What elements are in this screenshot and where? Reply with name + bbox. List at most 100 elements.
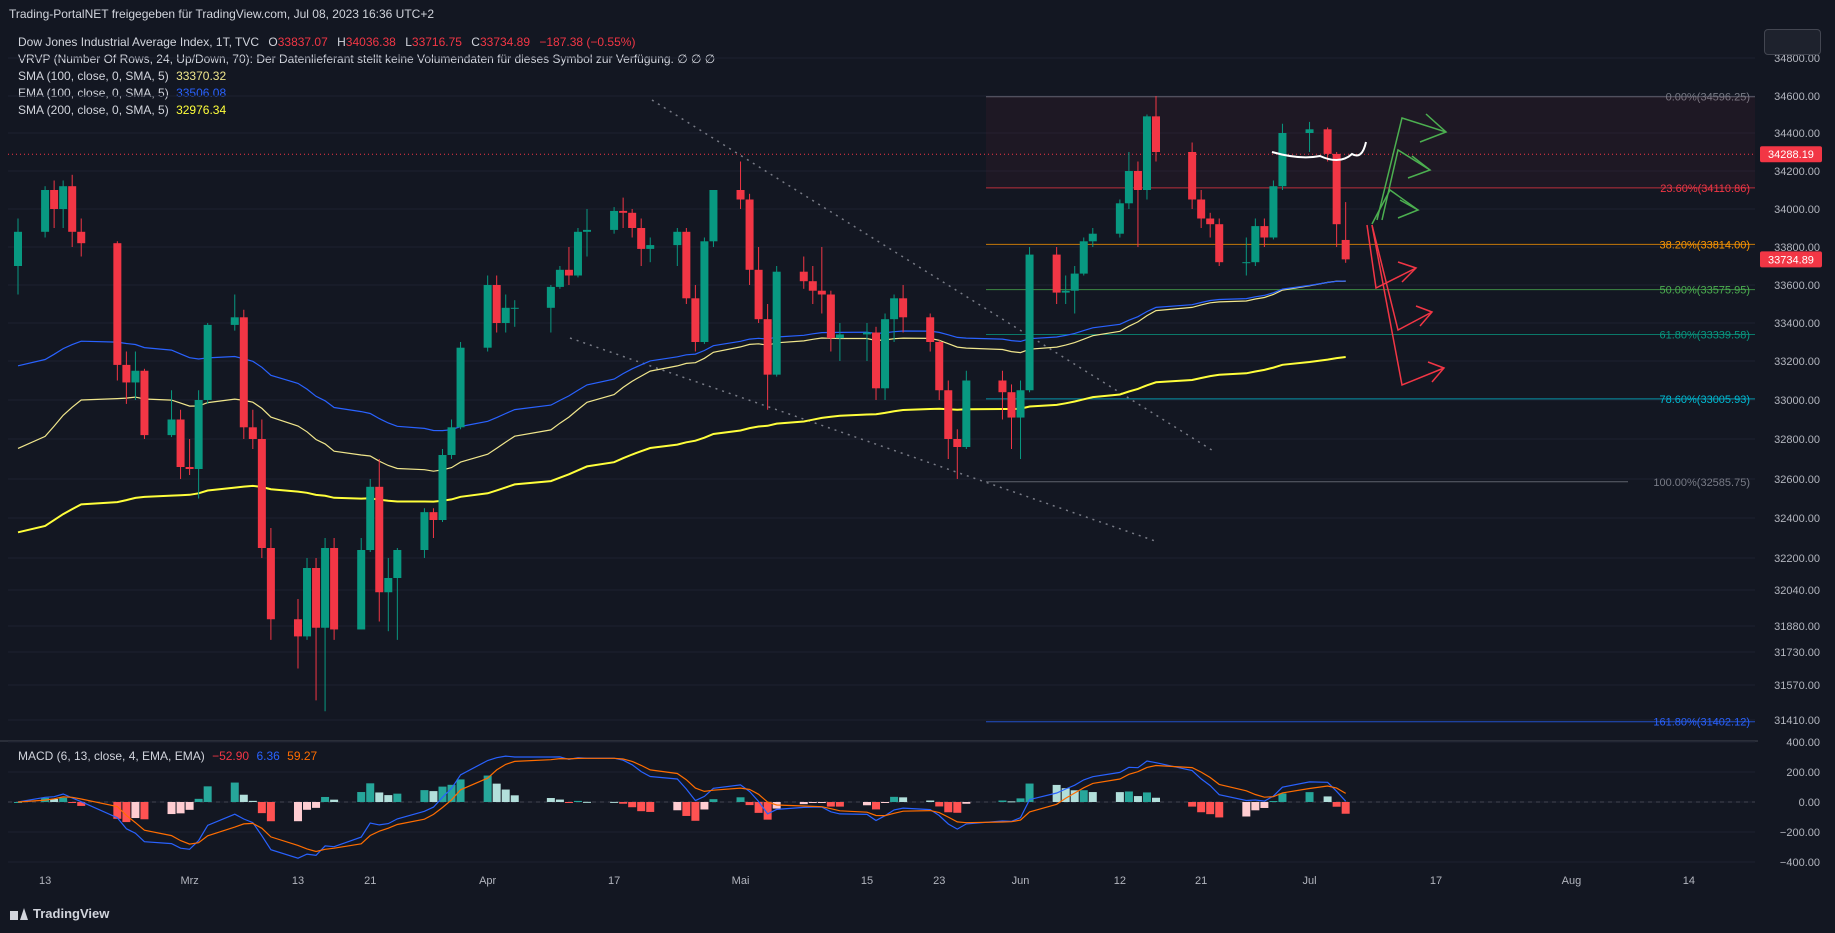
macd-legend[interactable]: MACD (6, 13, close, 4, EMA, EMA) −52.90 … (18, 749, 318, 763)
indicator-row-sma100[interactable]: SMA (100, close, 0, SMA, 5) 33370.32 (18, 69, 227, 83)
macd-value-2: 6.36 (256, 749, 280, 763)
candle (266, 528, 275, 640)
candle (808, 266, 817, 304)
candle-body (185, 467, 194, 469)
candle-body (266, 548, 275, 620)
candle-body (510, 307, 519, 309)
vrvp-legend-row[interactable]: VRVP (Number Of Rows, 24, Up/Down, 70): … (18, 52, 716, 66)
macd-histogram-bar (637, 802, 646, 812)
macd-histogram-bar (293, 802, 302, 822)
macd-value-3: 59.27 (287, 749, 318, 763)
price-tick-label: 32800.00 (1774, 434, 1820, 446)
time-tick-label: 13 (39, 875, 51, 887)
candle (1133, 161, 1142, 247)
macd-histogram-bar (899, 797, 908, 802)
candle-body (50, 190, 59, 209)
candle (176, 409, 185, 479)
candle (899, 285, 908, 333)
macd-histogram-bar (1341, 802, 1350, 814)
time-tick-label: 17 (608, 875, 620, 887)
candle (1025, 247, 1034, 393)
macd-histogram-bar (1242, 802, 1251, 817)
macd-histogram-bar (50, 798, 59, 802)
candle-body (1251, 226, 1260, 263)
macd-histogram-bar (194, 798, 203, 802)
arrow-annotations (1271, 113, 1448, 387)
macd-histogram-bar (826, 802, 835, 807)
candle-body (555, 269, 564, 287)
candle (799, 256, 808, 289)
candle (375, 459, 384, 622)
candle (1061, 275, 1070, 304)
close-value: 33734.89 (479, 35, 531, 49)
fibonacci-retracement: 0.00%(34596.25) 23.60%(34110.86) 38.20%(33… (8, 92, 1755, 729)
candle-body (763, 319, 772, 375)
candle (1070, 266, 1079, 314)
candle-body (122, 364, 131, 383)
candle (483, 275, 492, 352)
candle (573, 228, 582, 278)
bullish-arrow (1381, 148, 1431, 221)
chart-settings-button[interactable] (1764, 29, 1821, 55)
price-axis-bg (1758, 28, 1835, 884)
candle-body (239, 317, 248, 428)
macd-histogram-bar (312, 802, 321, 808)
macd-tick-label: 200.00 (1786, 767, 1820, 779)
indicator-row-sma200[interactable]: SMA (200, close, 0, SMA, 5) 32976.34 (18, 103, 227, 117)
macd-histogram-bar (167, 802, 176, 815)
bearish-arrowhead (1427, 361, 1446, 383)
candle (492, 275, 501, 333)
symbol-legend-row[interactable]: Dow Jones Industrial Average Index, 1T, … (18, 35, 636, 49)
candle-body (456, 347, 465, 428)
candle-body (583, 229, 591, 232)
price-tick-label: 32040.00 (1774, 585, 1820, 597)
time-tick-label: 14 (1683, 875, 1695, 887)
macd-histogram-bar (835, 802, 844, 807)
candle (230, 294, 239, 331)
candle-body (447, 427, 456, 455)
candle (41, 186, 50, 238)
candle-body (1341, 239, 1350, 260)
macd-histogram-bar (808, 802, 817, 803)
time-axis: 13 Mrz 13 21 Apr 17 Mai 15 23 Jun 12 21 Jul 17 Aug 14 (39, 875, 1695, 887)
fib-level-label: 100.00%(32585.75) (1653, 477, 1750, 489)
candle (456, 342, 465, 430)
candle (429, 508, 438, 538)
candle (77, 218, 86, 257)
candle-body (754, 269, 763, 320)
bullish-arrowhead (1419, 113, 1448, 143)
macd-histogram-bar (673, 802, 682, 811)
candle-body (709, 190, 718, 242)
candle-body (1007, 392, 1016, 418)
time-tick-label: Jun (1012, 875, 1030, 887)
candle-body (817, 290, 826, 295)
candle (1341, 202, 1350, 263)
alert-price-badge: 34288.19 (1768, 149, 1814, 161)
macd-histogram-bar (357, 792, 366, 802)
candle-body (303, 568, 312, 637)
macd-histogram-bar (438, 786, 447, 802)
macd-histogram-bar (230, 782, 239, 802)
candle (113, 241, 122, 381)
candle (239, 309, 248, 439)
macd-histogram-bar (962, 802, 971, 804)
bearish-arrowhead (1397, 261, 1418, 283)
candle (1197, 190, 1206, 228)
chart-legend: Dow Jones Industrial Average Index, 1T, … (18, 34, 715, 119)
fib-level-label: 50.00%(33575.95) (1659, 285, 1750, 297)
macd-histogram-bar (998, 800, 1007, 802)
candle (366, 479, 375, 552)
candle (447, 419, 456, 459)
fib-level-label: 0.00%(34596.25) (1666, 92, 1750, 104)
macd-signal-line (17, 757, 1347, 853)
macd-histogram-bar (1133, 796, 1142, 802)
macd-histogram-bar (1206, 802, 1215, 815)
candle-body (890, 298, 899, 320)
macd-histogram-bar (646, 802, 655, 812)
candle-body (673, 231, 682, 246)
candle (1142, 114, 1151, 200)
macd-histogram-bar (501, 789, 510, 802)
candle-body (998, 380, 1007, 393)
candle-body (203, 324, 212, 400)
